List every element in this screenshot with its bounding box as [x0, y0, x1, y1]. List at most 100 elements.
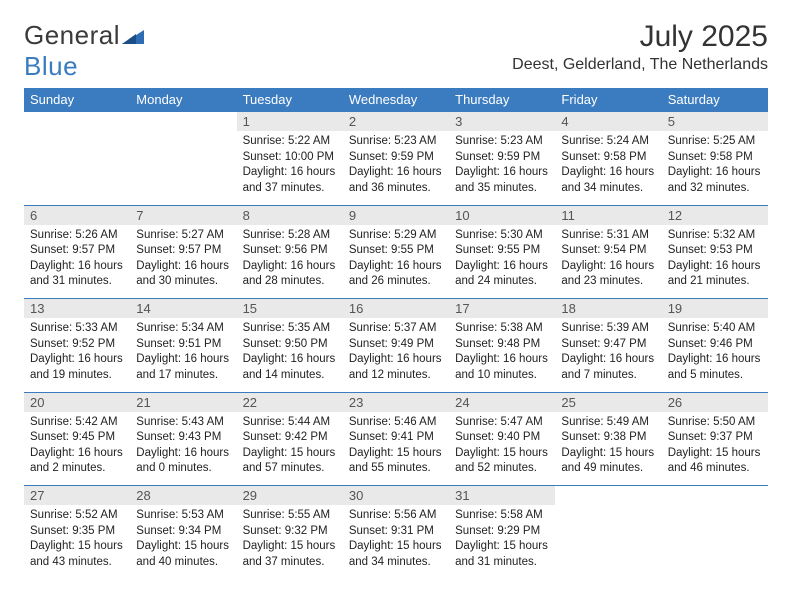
sunrise-text: Sunrise: 5:31 AM: [561, 228, 655, 244]
day-number: 23: [343, 393, 449, 412]
day-number: 11: [555, 206, 661, 225]
sunset-text: Sunset: 10:00 PM: [243, 150, 337, 166]
calendar-table: SundayMondayTuesdayWednesdayThursdayFrid…: [24, 88, 768, 579]
day-number: 3: [449, 112, 555, 131]
weekday-header-row: SundayMondayTuesdayWednesdayThursdayFrid…: [24, 88, 768, 112]
daylight-text: Daylight: 16 hours and 35 minutes.: [455, 165, 549, 196]
day-cell: Sunrise: 5:53 AMSunset: 9:34 PMDaylight:…: [130, 505, 236, 576]
page-title: July 2025: [512, 20, 768, 54]
day-cell: Sunrise: 5:47 AMSunset: 9:40 PMDaylight:…: [449, 412, 555, 483]
sunset-text: Sunset: 9:41 PM: [349, 430, 443, 446]
sunrise-text: Sunrise: 5:37 AM: [349, 321, 443, 337]
sunrise-text: Sunrise: 5:39 AM: [561, 321, 655, 337]
sunset-text: Sunset: 9:57 PM: [136, 243, 230, 259]
day-cell: Sunrise: 5:22 AMSunset: 10:00 PMDaylight…: [237, 131, 343, 202]
day-cell: Sunrise: 5:58 AMSunset: 9:29 PMDaylight:…: [449, 505, 555, 576]
sunset-text: Sunset: 9:50 PM: [243, 337, 337, 353]
day-cell: Sunrise: 5:28 AMSunset: 9:56 PMDaylight:…: [237, 225, 343, 296]
day-number: 5: [662, 112, 768, 131]
day-number: 15: [237, 299, 343, 318]
day-number: 24: [449, 393, 555, 412]
day-number: 28: [130, 486, 236, 505]
sunrise-text: Sunrise: 5:56 AM: [349, 508, 443, 524]
daylight-text: Daylight: 16 hours and 26 minutes.: [349, 259, 443, 290]
sunset-text: Sunset: 9:51 PM: [136, 337, 230, 353]
sunset-text: Sunset: 9:58 PM: [668, 150, 762, 166]
day-cell: Sunrise: 5:46 AMSunset: 9:41 PMDaylight:…: [343, 412, 449, 483]
sunrise-text: Sunrise: 5:55 AM: [243, 508, 337, 524]
weekday-header: Thursday: [449, 88, 555, 112]
week-row: Sunrise: 5:22 AMSunset: 10:00 PMDaylight…: [24, 131, 768, 205]
day-cell: Sunrise: 5:40 AMSunset: 9:46 PMDaylight:…: [662, 318, 768, 389]
sunrise-text: Sunrise: 5:35 AM: [243, 321, 337, 337]
day-number: 26: [662, 393, 768, 412]
sunrise-text: Sunrise: 5:32 AM: [668, 228, 762, 244]
day-number: 29: [237, 486, 343, 505]
day-number: 8: [237, 206, 343, 225]
daylight-text: Daylight: 16 hours and 0 minutes.: [136, 446, 230, 477]
weekday-header: Saturday: [662, 88, 768, 112]
sunrise-text: Sunrise: 5:38 AM: [455, 321, 549, 337]
sunset-text: Sunset: 9:54 PM: [561, 243, 655, 259]
daylight-text: Daylight: 15 hours and 52 minutes.: [455, 446, 549, 477]
sunset-text: Sunset: 9:32 PM: [243, 524, 337, 540]
daylight-text: Daylight: 15 hours and 40 minutes.: [136, 539, 230, 570]
day-number: 14: [130, 299, 236, 318]
day-cell: Sunrise: 5:37 AMSunset: 9:49 PMDaylight:…: [343, 318, 449, 389]
day-cell: Sunrise: 5:55 AMSunset: 9:32 PMDaylight:…: [237, 505, 343, 576]
sunset-text: Sunset: 9:47 PM: [561, 337, 655, 353]
daylight-text: Daylight: 16 hours and 7 minutes.: [561, 352, 655, 383]
daylight-text: Daylight: 16 hours and 2 minutes.: [30, 446, 124, 477]
weekday-header: Tuesday: [237, 88, 343, 112]
day-number: 25: [555, 393, 661, 412]
sunset-text: Sunset: 9:43 PM: [136, 430, 230, 446]
sunset-text: Sunset: 9:37 PM: [668, 430, 762, 446]
sunrise-text: Sunrise: 5:49 AM: [561, 415, 655, 431]
daylight-text: Daylight: 16 hours and 30 minutes.: [136, 259, 230, 290]
weekday-header: Friday: [555, 88, 661, 112]
daylight-text: Daylight: 16 hours and 37 minutes.: [243, 165, 337, 196]
sunset-text: Sunset: 9:45 PM: [30, 430, 124, 446]
daylight-text: Daylight: 16 hours and 32 minutes.: [668, 165, 762, 196]
brand-part1: General: [24, 20, 120, 50]
day-number: 13: [24, 299, 130, 318]
sunrise-text: Sunrise: 5:50 AM: [668, 415, 762, 431]
day-number: 22: [237, 393, 343, 412]
brand-logo: General Blue: [24, 20, 144, 82]
sunset-text: Sunset: 9:53 PM: [668, 243, 762, 259]
sunset-text: Sunset: 9:55 PM: [455, 243, 549, 259]
daylight-text: Daylight: 15 hours and 34 minutes.: [349, 539, 443, 570]
day-number: 20: [24, 393, 130, 412]
sunrise-text: Sunrise: 5:34 AM: [136, 321, 230, 337]
daylight-text: Daylight: 15 hours and 46 minutes.: [668, 446, 762, 477]
daynum-row: 6789101112: [24, 205, 768, 225]
title-block: July 2025 Deest, Gelderland, The Netherl…: [512, 20, 768, 74]
sunset-text: Sunset: 9:38 PM: [561, 430, 655, 446]
daylight-text: Daylight: 16 hours and 5 minutes.: [668, 352, 762, 383]
sunset-text: Sunset: 9:42 PM: [243, 430, 337, 446]
sunset-text: Sunset: 9:57 PM: [30, 243, 124, 259]
daylight-text: Daylight: 15 hours and 49 minutes.: [561, 446, 655, 477]
sunrise-text: Sunrise: 5:26 AM: [30, 228, 124, 244]
day-cell: Sunrise: 5:23 AMSunset: 9:59 PMDaylight:…: [343, 131, 449, 202]
weekday-header: Monday: [130, 88, 236, 112]
day-number: [662, 486, 768, 490]
daylight-text: Daylight: 15 hours and 57 minutes.: [243, 446, 337, 477]
sunrise-text: Sunrise: 5:47 AM: [455, 415, 549, 431]
day-number: 2: [343, 112, 449, 131]
daylight-text: Daylight: 16 hours and 34 minutes.: [561, 165, 655, 196]
day-cell: Sunrise: 5:24 AMSunset: 9:58 PMDaylight:…: [555, 131, 661, 202]
day-cell: Sunrise: 5:33 AMSunset: 9:52 PMDaylight:…: [24, 318, 130, 389]
day-number: 19: [662, 299, 768, 318]
daylight-text: Daylight: 16 hours and 12 minutes.: [349, 352, 443, 383]
sunrise-text: Sunrise: 5:23 AM: [349, 134, 443, 150]
day-cell: Sunrise: 5:32 AMSunset: 9:53 PMDaylight:…: [662, 225, 768, 296]
day-cell: Sunrise: 5:43 AMSunset: 9:43 PMDaylight:…: [130, 412, 236, 483]
sunset-text: Sunset: 9:31 PM: [349, 524, 443, 540]
day-cell: Sunrise: 5:31 AMSunset: 9:54 PMDaylight:…: [555, 225, 661, 296]
daynum-row: 12345: [24, 112, 768, 132]
sunrise-text: Sunrise: 5:25 AM: [668, 134, 762, 150]
day-cell: Sunrise: 5:26 AMSunset: 9:57 PMDaylight:…: [24, 225, 130, 296]
day-number: [24, 112, 130, 116]
sunset-text: Sunset: 9:48 PM: [455, 337, 549, 353]
